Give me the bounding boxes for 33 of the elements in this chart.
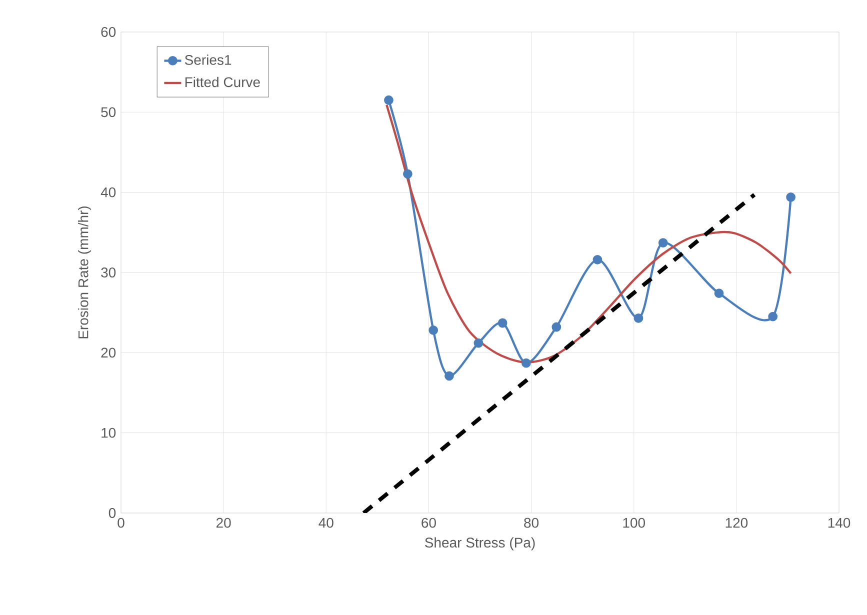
y-tick-label: 40 [100,187,116,198]
point [444,371,454,381]
point [498,318,508,328]
x-tick-label: 0 [118,518,124,528]
point [384,95,394,105]
x-axis-title: Shear Stress (Pa) [425,537,535,550]
y-tick-label: 20 [101,348,116,358]
y-tick-label: 10 [102,428,116,438]
point [402,169,412,179]
y-tick-label: 50 [101,107,116,118]
point [714,288,724,298]
point [474,338,484,348]
point [592,254,602,264]
legend-label: Series1 [184,54,232,65]
point [768,312,778,322]
legend-label: Fitted Curve [185,76,260,88]
x-tick-label: 140 [828,518,850,528]
y-tick-label: 60 [101,27,116,37]
x-tick-label: 20 [216,518,231,528]
point [552,322,562,332]
x-tick-label: 120 [726,518,748,528]
point [658,238,668,248]
y-axis-title: Erosion Rate (mm/hr) [78,206,92,338]
point [786,192,796,202]
y-tick-label: 30 [101,268,116,278]
y-tick-label: 0 [108,508,116,518]
x-tick-label: 40 [318,518,334,528]
point [428,326,438,335]
x-tick-label: 80 [524,518,539,528]
point [634,313,644,323]
point [521,358,531,368]
x-tick-label: 100 [623,518,645,528]
x-tick-label: 60 [422,518,436,528]
